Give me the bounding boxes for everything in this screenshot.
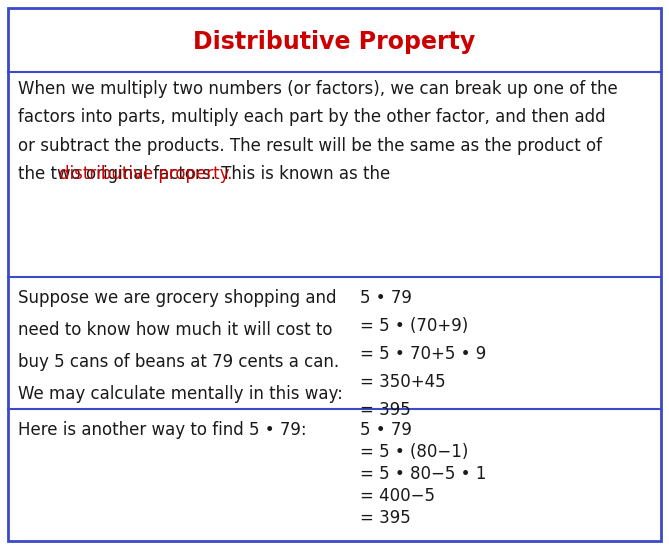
- Text: We may calculate mentally in this way:: We may calculate mentally in this way:: [18, 385, 343, 403]
- Text: = 395: = 395: [360, 401, 411, 419]
- Text: Suppose we are grocery shopping and: Suppose we are grocery shopping and: [18, 289, 337, 307]
- Text: the two original factors. This is known as the: the two original factors. This is known …: [18, 165, 395, 183]
- FancyBboxPatch shape: [8, 8, 661, 541]
- Text: or subtract the products. The result will be the same as the product of: or subtract the products. The result wil…: [18, 137, 602, 155]
- Text: distributive property.: distributive property.: [59, 165, 233, 183]
- Text: need to know how much it will cost to: need to know how much it will cost to: [18, 321, 332, 339]
- Text: = 400−5: = 400−5: [360, 487, 435, 505]
- Text: Here is another way to find 5 • 79:: Here is another way to find 5 • 79:: [18, 421, 306, 439]
- Text: = 5 • (70+9): = 5 • (70+9): [360, 317, 468, 335]
- Text: = 5 • (80−1): = 5 • (80−1): [360, 443, 468, 461]
- Text: buy 5 cans of beans at 79 cents a can.: buy 5 cans of beans at 79 cents a can.: [18, 353, 339, 371]
- Text: Distributive Property: Distributive Property: [193, 30, 476, 54]
- Text: 5 • 79: 5 • 79: [360, 421, 412, 439]
- Text: = 5 • 80−5 • 1: = 5 • 80−5 • 1: [360, 465, 486, 483]
- Text: = 395: = 395: [360, 509, 411, 527]
- Text: = 350+45: = 350+45: [360, 373, 446, 391]
- Text: = 5 • 70+5 • 9: = 5 • 70+5 • 9: [360, 345, 486, 363]
- Text: When we multiply two numbers (or factors), we can break up one of the: When we multiply two numbers (or factors…: [18, 80, 617, 98]
- Text: factors into parts, multiply each part by the other factor, and then add: factors into parts, multiply each part b…: [18, 109, 605, 126]
- Text: 5 • 79: 5 • 79: [360, 289, 412, 307]
